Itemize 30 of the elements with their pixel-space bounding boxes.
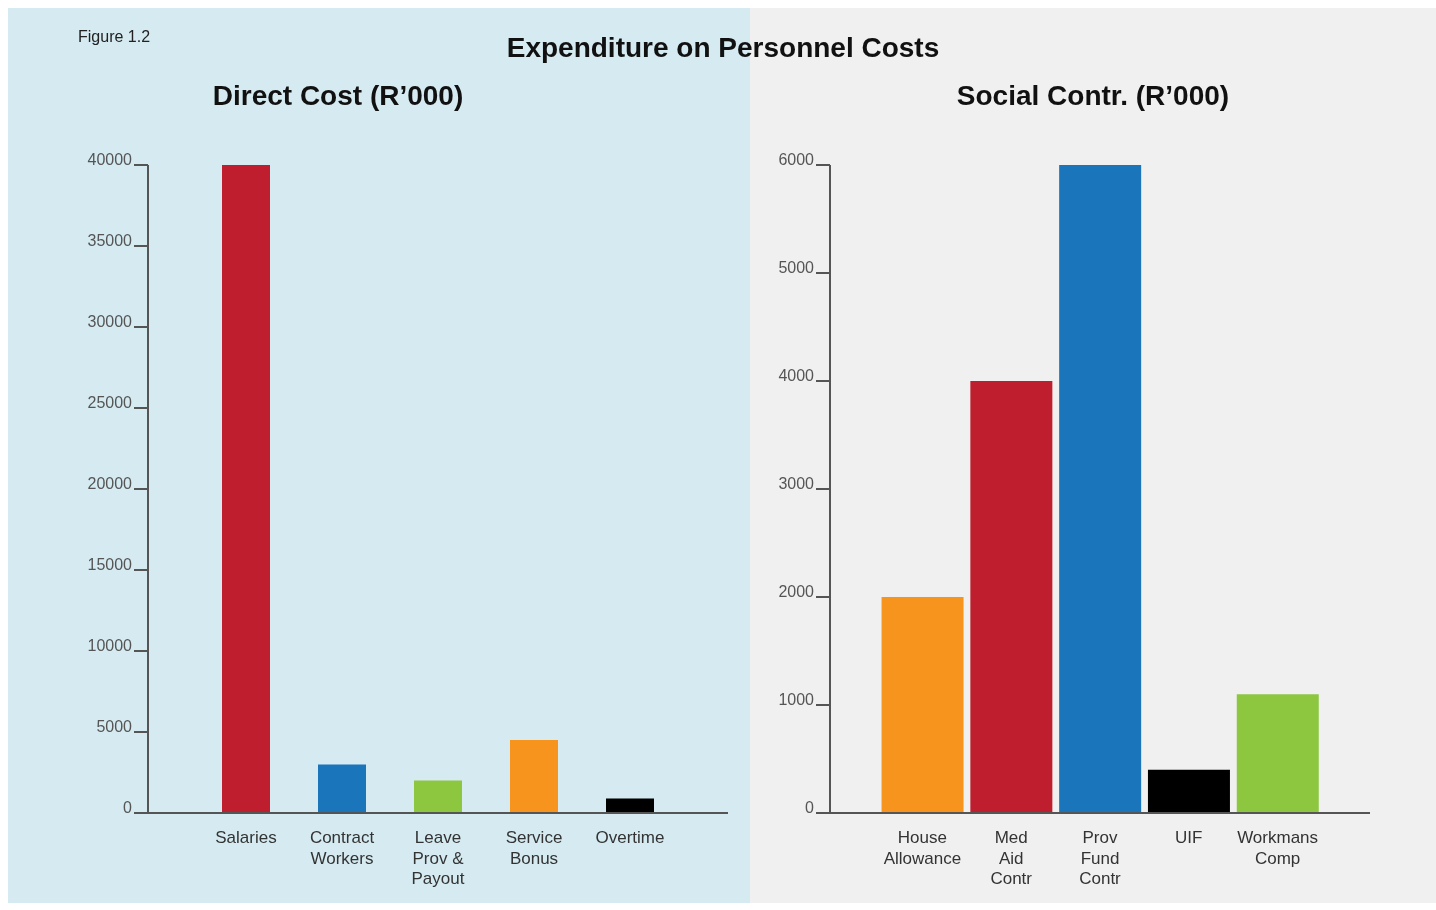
text: Expenditure on Personnel Costs bbox=[505, 32, 941, 64]
y-tick-label: 30000 bbox=[87, 312, 133, 330]
y-tick-label: 15000 bbox=[87, 555, 133, 573]
x-tick-label: Workmans Comp bbox=[1237, 828, 1319, 868]
x-tick-label: Salaries bbox=[215, 828, 277, 847]
y-tick-label: 20000 bbox=[87, 474, 133, 492]
x-tick-label: Prov Fund Contr bbox=[1079, 828, 1122, 888]
y-tick-label: 5000 bbox=[96, 717, 133, 735]
x-tick-label: Leave Prov & Payout bbox=[411, 828, 465, 888]
y-tick-label: 0 bbox=[123, 798, 133, 816]
y-tick-label: 4000 bbox=[778, 366, 815, 384]
x-tick-label: Contract Workers bbox=[309, 828, 375, 868]
y-tick-label: 0 bbox=[805, 798, 815, 816]
y-tick-label: 35000 bbox=[87, 231, 133, 249]
y-tick-label: 6000 bbox=[778, 150, 815, 168]
chart-title: Direct Cost (R’000) bbox=[211, 80, 465, 112]
y-tick-label: 5000 bbox=[778, 258, 815, 276]
y-tick-label: 1000 bbox=[778, 690, 815, 708]
y-tick-label: 40000 bbox=[87, 150, 133, 168]
x-tick-label: Med Aid Contr bbox=[990, 828, 1033, 888]
y-tick-label: 3000 bbox=[778, 474, 815, 492]
caption: Figure 1.2 bbox=[78, 28, 151, 46]
x-tick-label: Overtime bbox=[595, 828, 665, 847]
y-tick-label: 25000 bbox=[87, 393, 133, 411]
y-tick-label: 2000 bbox=[778, 582, 815, 600]
x-tick-label: UIF bbox=[1175, 828, 1203, 847]
y-tick-label: 10000 bbox=[87, 636, 133, 654]
x-tick-label: House Allowance bbox=[883, 828, 962, 868]
x-tick-label: Service Bonus bbox=[505, 828, 563, 868]
chart-title: Social Contr. (R’000) bbox=[955, 80, 1231, 112]
